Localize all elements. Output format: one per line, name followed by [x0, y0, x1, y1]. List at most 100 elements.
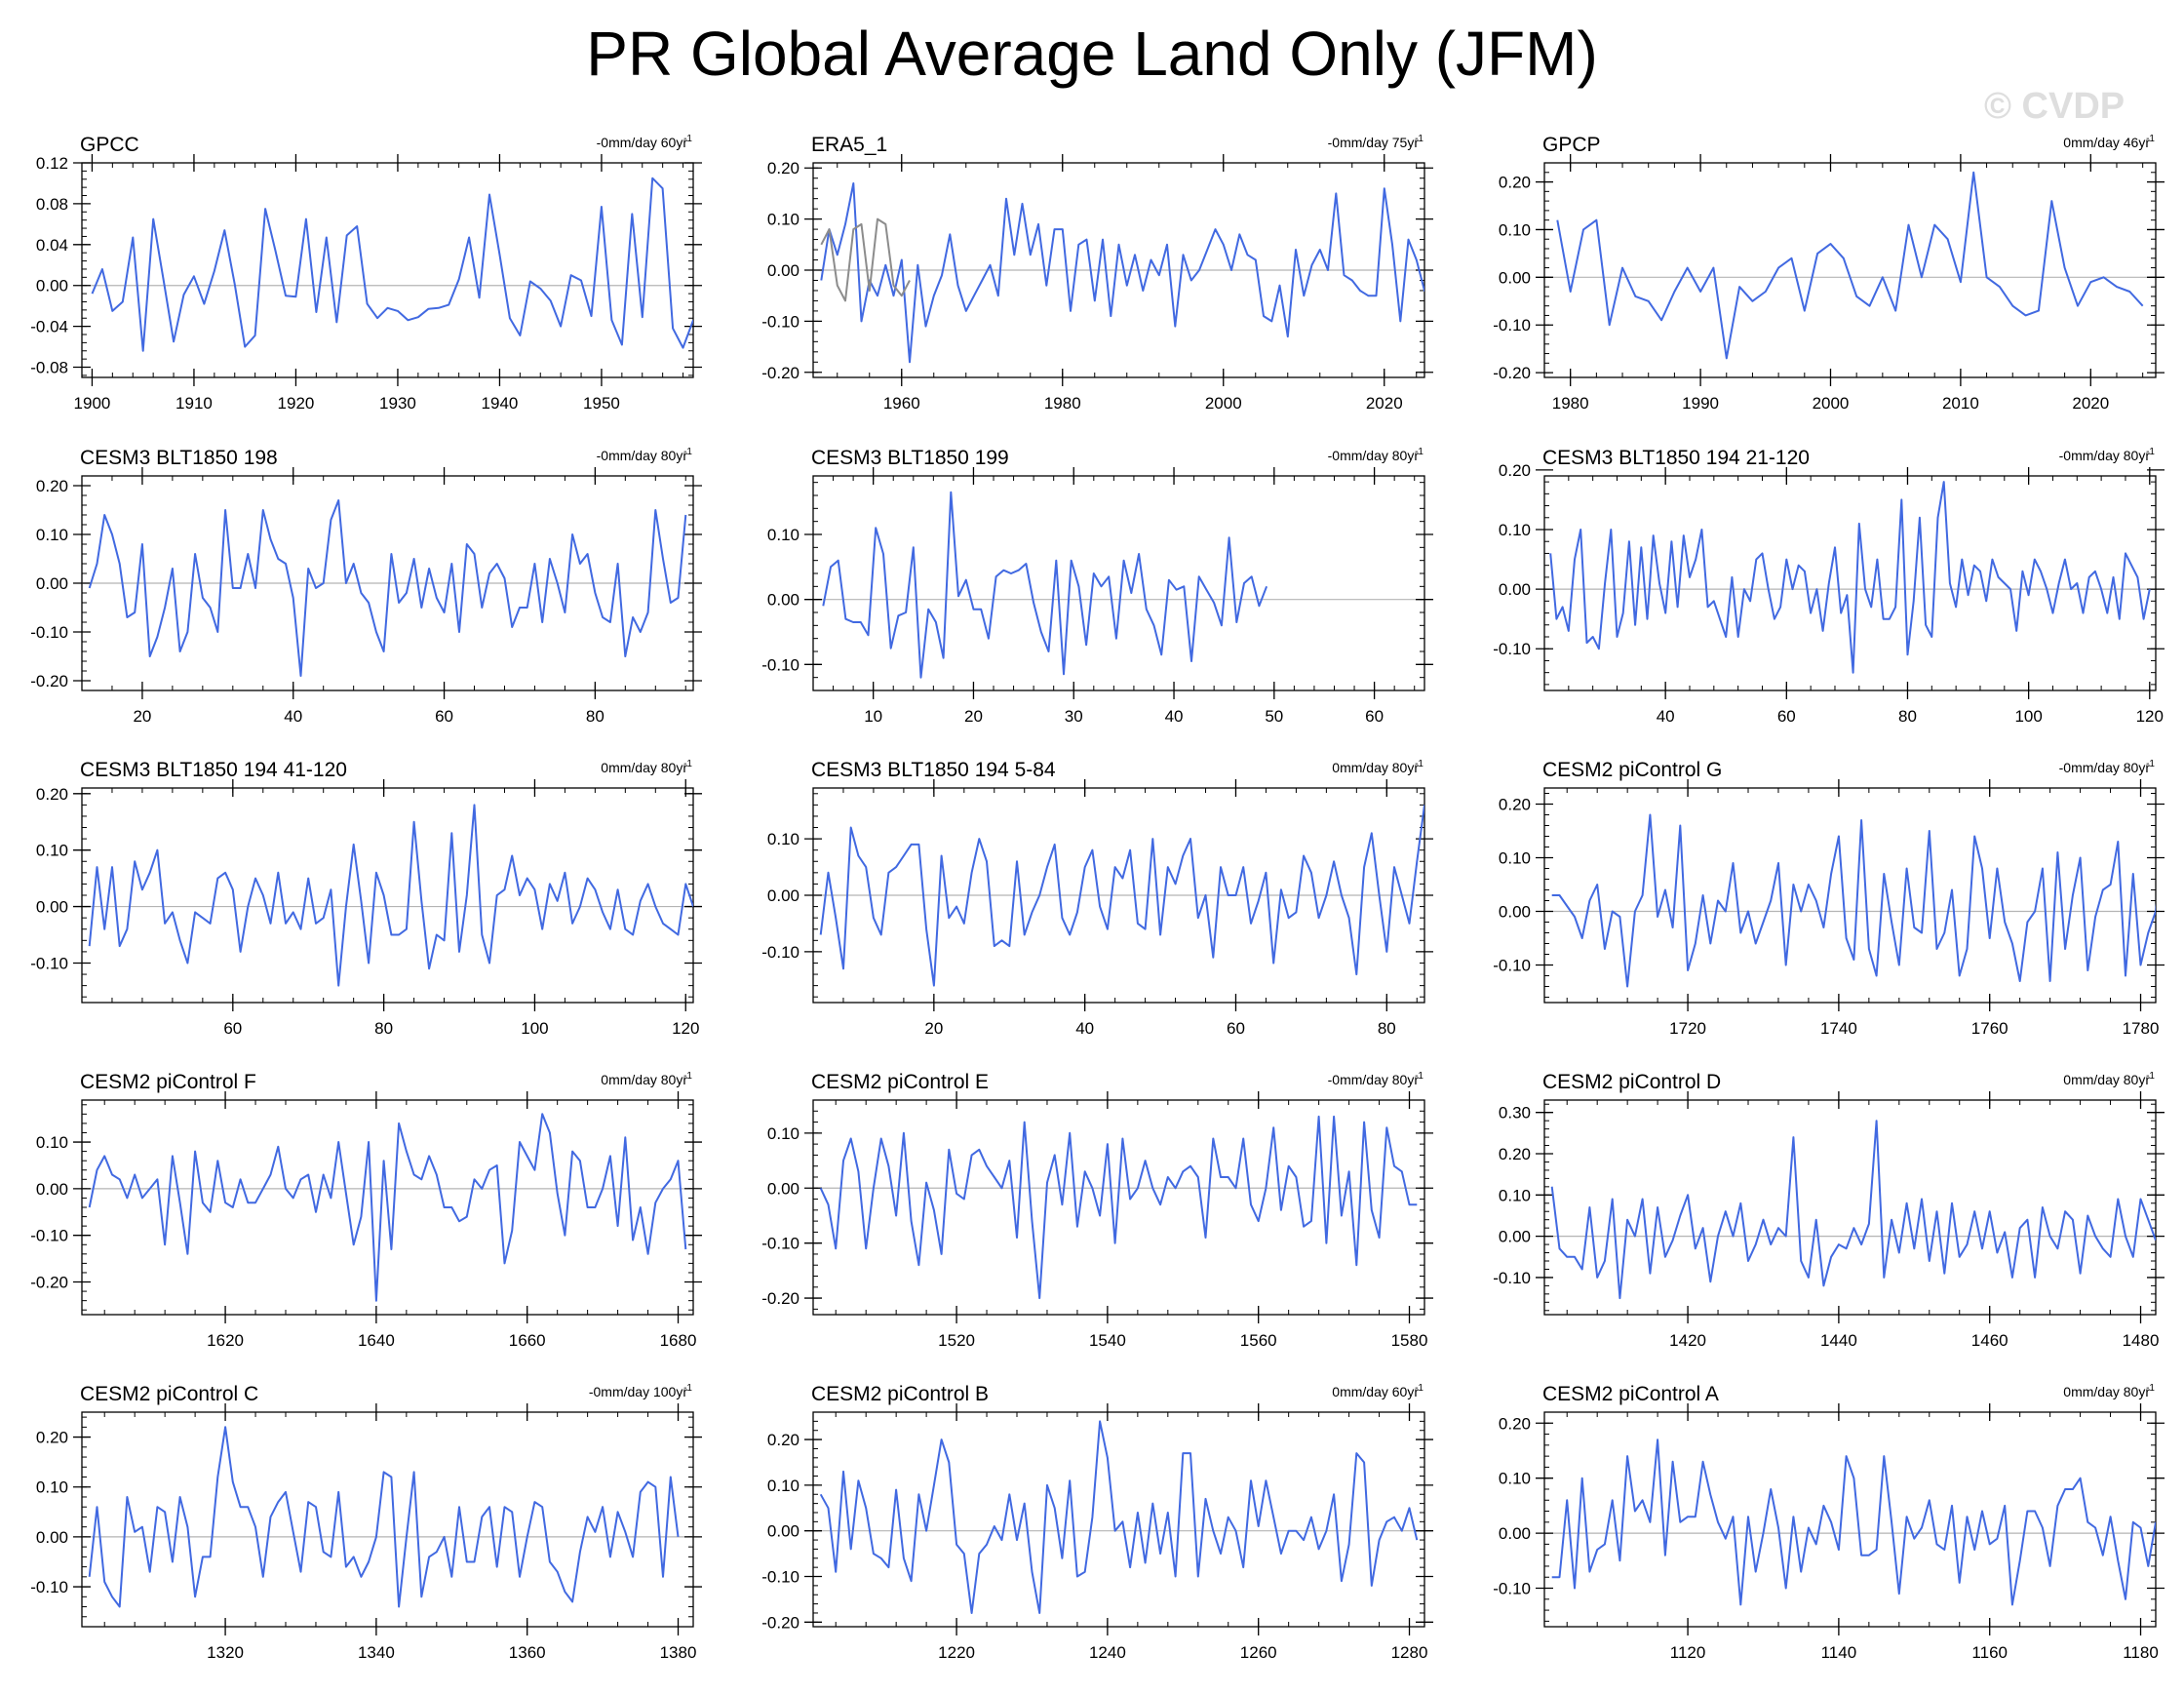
y-tick-label: 0.00 [36, 574, 68, 593]
trend-exponent: -1 [1415, 134, 1424, 144]
y-tick-label: -0.04 [30, 318, 68, 336]
plot-frame [1543, 475, 2157, 691]
plot-frame [81, 1411, 694, 1628]
x-tick-label: 20 [924, 1019, 943, 1038]
y-tick-label: 0.00 [767, 591, 800, 610]
trend-exponent: -1 [1415, 1071, 1424, 1082]
y-tick-label: -0.20 [761, 364, 800, 382]
y-tick-label: 0.10 [767, 211, 800, 229]
x-tick-label: 2010 [1942, 394, 1979, 413]
series-line [820, 217, 911, 302]
y-tick-label: -0.08 [30, 359, 68, 377]
trend-label: 0mm/day 80yr [601, 760, 687, 775]
series-line [819, 805, 1424, 987]
trend-exponent: -1 [683, 447, 692, 457]
plot-frame [1543, 1099, 2157, 1316]
page-title: PR Global Average Land Only (JFM) [586, 19, 1598, 89]
x-tick-label: 1980 [1552, 394, 1589, 413]
series-line [1551, 1438, 2156, 1606]
panel-title: CESM2 piControl C [80, 1383, 258, 1405]
trend-exponent: -1 [683, 134, 692, 144]
y-tick-label: 0.10 [767, 526, 800, 544]
watermark-text: © CVDP [1984, 86, 2126, 127]
trend-exponent: -1 [683, 1383, 692, 1394]
y-tick-label: 0.00 [1499, 903, 1531, 922]
x-tick-label: 80 [586, 707, 604, 726]
panel-title: CESM3 BLT1850 199 [811, 447, 1009, 469]
x-tick-label: 1640 [358, 1331, 395, 1350]
x-tick-label: 1120 [1670, 1643, 1706, 1662]
x-tick-label: 80 [1898, 707, 1917, 726]
plot-frame [1543, 1411, 2157, 1628]
panel-title: CESM3 BLT1850 194 41-120 [80, 759, 347, 781]
series-line [88, 804, 693, 987]
x-tick-label: 1560 [1240, 1331, 1277, 1350]
trend-label: -0mm/day 80yr [2059, 448, 2151, 463]
y-tick-label: -0.20 [30, 672, 68, 690]
x-tick-label: 50 [1265, 707, 1283, 726]
x-tick-label: 1760 [1971, 1019, 2008, 1038]
panel-title: CESM3 BLT1850 198 [80, 447, 278, 469]
x-tick-label: 1480 [2123, 1331, 2160, 1350]
x-tick-label: 1160 [1971, 1643, 2008, 1662]
x-tick-label: 1180 [2123, 1643, 2159, 1662]
y-tick-label: 0.20 [1499, 1414, 1531, 1433]
chart-panel: CESM3 BLT1850 194 21-120 -0mm/day 80yr-1 0… [1493, 447, 2164, 726]
plot-frame [812, 1411, 1425, 1628]
y-tick-label: -0.20 [30, 1274, 68, 1292]
y-tick-label: 0.10 [767, 1477, 800, 1495]
y-tick-label: -0.20 [761, 1289, 800, 1308]
y-tick-label: 0.30 [1499, 1104, 1531, 1123]
x-tick-label: 1240 [1089, 1643, 1126, 1662]
x-tick-label: 30 [1065, 707, 1083, 726]
panel-title: CESM3 BLT1850 194 5-84 [811, 759, 1056, 781]
chart-panel: CESM3 BLT1850 199 -0mm/day 80yr-1 0.10 0.00… [761, 447, 1433, 726]
series-line [88, 1113, 687, 1302]
y-tick-label: 0.00 [1499, 268, 1531, 287]
x-tick-label: 1360 [509, 1643, 546, 1662]
y-tick-label: 0.00 [767, 886, 800, 905]
x-tick-label: 1900 [74, 394, 111, 413]
series-line [1551, 813, 2156, 988]
x-tick-label: 1460 [1971, 1331, 2008, 1350]
x-tick-label: 1920 [278, 394, 315, 413]
y-tick-label: 0.00 [767, 261, 800, 280]
trend-label: -0mm/day 75yr [1328, 135, 1420, 150]
panel-title: ERA5_1 [811, 134, 887, 156]
y-tick-label: -0.10 [1493, 640, 1531, 658]
y-tick-label: 0.00 [36, 1180, 68, 1199]
y-tick-label: 0.00 [1499, 580, 1531, 599]
y-tick-label: -0.10 [1493, 316, 1531, 335]
y-tick-label: 0.20 [1499, 796, 1531, 814]
x-tick-label: 1780 [2123, 1019, 2160, 1038]
chart-panel: CESM2 piControl G -0mm/day 80yr-1 0.20 0.10… [1493, 759, 2164, 1038]
y-tick-label: 0.20 [36, 785, 68, 804]
series-line [1549, 481, 2151, 674]
series-line [819, 1115, 1418, 1300]
chart-panel: CESM2 piControl E -0mm/day 80yr-1 0.10 0.00… [761, 1071, 1433, 1350]
x-tick-label: 1990 [1682, 394, 1719, 413]
y-tick-label: -0.20 [1493, 364, 1531, 382]
x-tick-label: 120 [2136, 707, 2164, 726]
chart-panel: CESM2 piControl B 0mm/day 60yr-1 0.20 0.10 0… [761, 1383, 1433, 1662]
x-tick-label: 1740 [1820, 1019, 1857, 1038]
y-tick-label: 0.00 [767, 1179, 800, 1198]
x-tick-label: 20 [133, 707, 151, 726]
chart-panel: CESM3 BLT1850 194 5-84 0mm/day 80yr-1 0.10… [761, 759, 1433, 1038]
panel-title: CESM2 piControl A [1542, 1383, 1719, 1405]
panel-title: CESM2 piControl D [1542, 1071, 1721, 1093]
y-tick-label: -0.10 [1493, 1269, 1531, 1287]
plot-frame [1543, 787, 2157, 1004]
x-tick-label: 2020 [1366, 394, 1403, 413]
y-tick-label: 0.04 [36, 236, 68, 255]
trend-label: 0mm/day 80yr [601, 1072, 687, 1087]
y-tick-label: 0.20 [1499, 461, 1531, 480]
x-tick-label: 40 [1657, 707, 1675, 726]
y-tick-label: 0.10 [36, 1478, 68, 1497]
y-tick-label: -0.10 [761, 312, 800, 331]
x-tick-label: 1520 [938, 1331, 975, 1350]
y-tick-label: 0.10 [1499, 521, 1531, 539]
series-line [91, 177, 693, 352]
chart-panel: CESM3 BLT1850 198 -0mm/day 80yr-1 0.20 0.10… [30, 447, 702, 726]
panel-title: GPCP [1542, 134, 1601, 156]
